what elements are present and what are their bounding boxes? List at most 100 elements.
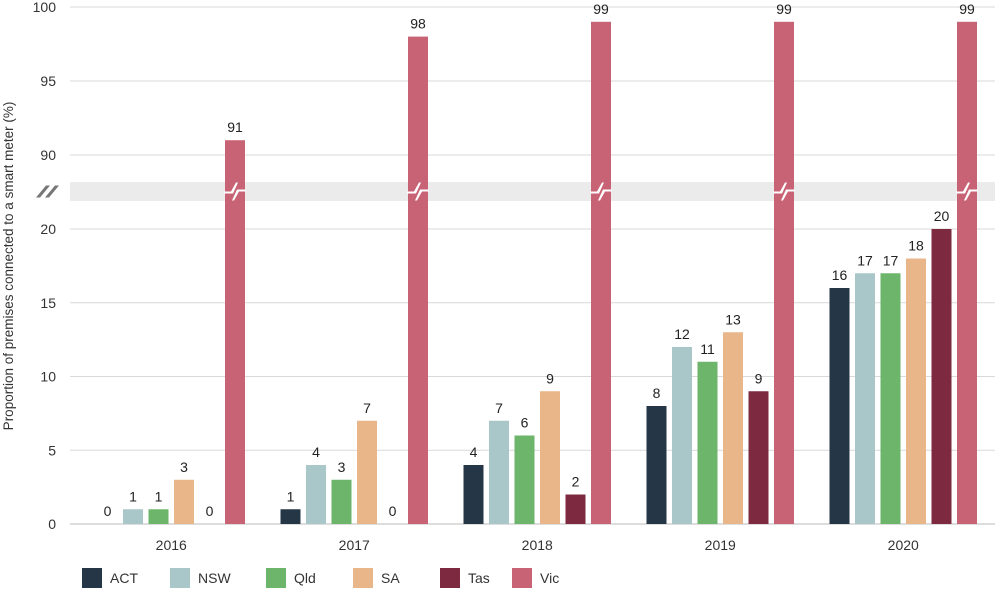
data-label: 17 bbox=[857, 252, 873, 268]
x-tick-label: 2017 bbox=[339, 537, 370, 553]
data-label: 13 bbox=[725, 311, 741, 327]
legend-swatch-act bbox=[82, 568, 102, 588]
bar-vic-2018 bbox=[591, 21, 611, 525]
gridlines bbox=[70, 6, 995, 525]
data-label: 9 bbox=[546, 370, 554, 386]
x-tick-label: 2016 bbox=[156, 537, 187, 553]
data-label: 0 bbox=[104, 503, 112, 519]
bar-break-gap bbox=[773, 182, 787, 194]
data-label: 16 bbox=[832, 267, 848, 283]
bar-act-2017 bbox=[280, 509, 301, 524]
y-tick-label: 95 bbox=[40, 73, 56, 89]
data-label: 8 bbox=[653, 385, 661, 401]
data-label: 91 bbox=[227, 119, 243, 135]
bar-vic-2017 bbox=[408, 36, 428, 524]
bar-qld-2017 bbox=[331, 479, 352, 524]
y-tick-label: 100 bbox=[33, 0, 57, 15]
bar-nsw-2017 bbox=[306, 465, 326, 524]
bar-break-gap bbox=[415, 189, 429, 201]
bar-break-gap bbox=[407, 182, 421, 194]
bar-sa-2020 bbox=[906, 258, 926, 524]
data-label: 17 bbox=[883, 252, 899, 268]
data-label: 3 bbox=[180, 459, 188, 475]
bar-sa-2016 bbox=[174, 479, 194, 524]
y-axis-title: Proportion of premises connected to a sm… bbox=[1, 102, 16, 431]
legend-label-nsw: NSW bbox=[198, 570, 231, 586]
bar-qld-2018 bbox=[514, 435, 535, 524]
data-label: 99 bbox=[776, 1, 792, 17]
legend-swatch-tas bbox=[440, 568, 460, 588]
axis-break-slash bbox=[45, 185, 59, 198]
bar-nsw-2016 bbox=[123, 509, 143, 524]
bar-tas-2020 bbox=[931, 229, 952, 524]
axis-break-band bbox=[70, 182, 995, 201]
y-axis-ticks: 0 5 10 15 20 90 95 100 bbox=[33, 0, 57, 532]
bar-break-gap bbox=[232, 189, 246, 201]
legend-swatch-sa bbox=[353, 568, 373, 588]
y-tick-label: 15 bbox=[40, 295, 56, 311]
bar-break-gap bbox=[964, 189, 978, 201]
legend-swatch-vic bbox=[512, 568, 532, 588]
x-tick-label: 2019 bbox=[705, 537, 736, 553]
bar-act-2019 bbox=[646, 406, 667, 524]
bar-sa-2019 bbox=[723, 332, 743, 524]
data-label: 99 bbox=[593, 1, 609, 17]
bar-break-gap bbox=[956, 182, 970, 194]
bar-break-gap bbox=[781, 189, 795, 201]
bar-qld-2016 bbox=[148, 509, 169, 524]
data-label: 12 bbox=[674, 326, 690, 342]
bar-vic-2016 bbox=[225, 140, 245, 524]
legend-label-sa: SA bbox=[381, 570, 400, 586]
legend-label-qld: Qld bbox=[294, 570, 316, 586]
x-tick-label: 2020 bbox=[888, 537, 919, 553]
data-label: 0 bbox=[206, 503, 214, 519]
bar-break-gap bbox=[590, 182, 604, 194]
legend-label-vic: Vic bbox=[540, 570, 559, 586]
legend-label-tas: Tas bbox=[468, 570, 490, 586]
data-label: 20 bbox=[934, 208, 950, 224]
data-label: 0 bbox=[389, 503, 397, 519]
data-label: 1 bbox=[155, 488, 163, 504]
bar-nsw-2020 bbox=[855, 273, 875, 524]
legend-label-act: ACT bbox=[110, 570, 138, 586]
legend-swatch-nsw bbox=[170, 568, 190, 588]
data-label: 9 bbox=[755, 370, 763, 386]
axis-break-marker bbox=[36, 185, 59, 198]
data-label: 11 bbox=[700, 341, 715, 357]
y-tick-label: 0 bbox=[48, 516, 56, 532]
bar-qld-2019 bbox=[697, 361, 718, 524]
data-label: 1 bbox=[129, 488, 137, 504]
data-label: 6 bbox=[521, 415, 529, 431]
y-tick-label: 90 bbox=[40, 147, 56, 163]
data-label: 2 bbox=[572, 474, 580, 490]
legend: ACT NSW Qld SA Tas Vic bbox=[82, 568, 559, 588]
data-label: 99 bbox=[959, 1, 975, 17]
bar-vic-2020 bbox=[957, 21, 977, 525]
bar-nsw-2019 bbox=[672, 347, 692, 524]
data-label: 7 bbox=[363, 400, 371, 416]
y-tick-label: 10 bbox=[40, 369, 56, 385]
y-tick-label: 20 bbox=[40, 221, 56, 237]
bar-break-gap bbox=[598, 189, 612, 201]
bar-tas-2019 bbox=[748, 391, 769, 524]
y-tick-label: 5 bbox=[48, 442, 56, 458]
data-label: 7 bbox=[495, 400, 503, 416]
data-label: 4 bbox=[470, 444, 478, 460]
data-label: 4 bbox=[312, 444, 320, 460]
legend-swatch-qld bbox=[266, 568, 286, 588]
bar-act-2018 bbox=[463, 465, 484, 524]
x-axis-ticks: 2016 2017 2018 2019 2020 bbox=[156, 537, 919, 553]
axis-break-slash bbox=[36, 185, 50, 198]
data-label: 98 bbox=[410, 16, 426, 32]
bar-nsw-2018 bbox=[489, 420, 509, 524]
data-label: 3 bbox=[338, 459, 346, 475]
bar-tas-2018 bbox=[565, 494, 586, 524]
data-label: 18 bbox=[908, 238, 924, 254]
x-tick-label: 2018 bbox=[522, 537, 553, 553]
data-label: 1 bbox=[287, 488, 295, 504]
bar-sa-2018 bbox=[540, 391, 560, 524]
bar-sa-2017 bbox=[357, 420, 377, 524]
